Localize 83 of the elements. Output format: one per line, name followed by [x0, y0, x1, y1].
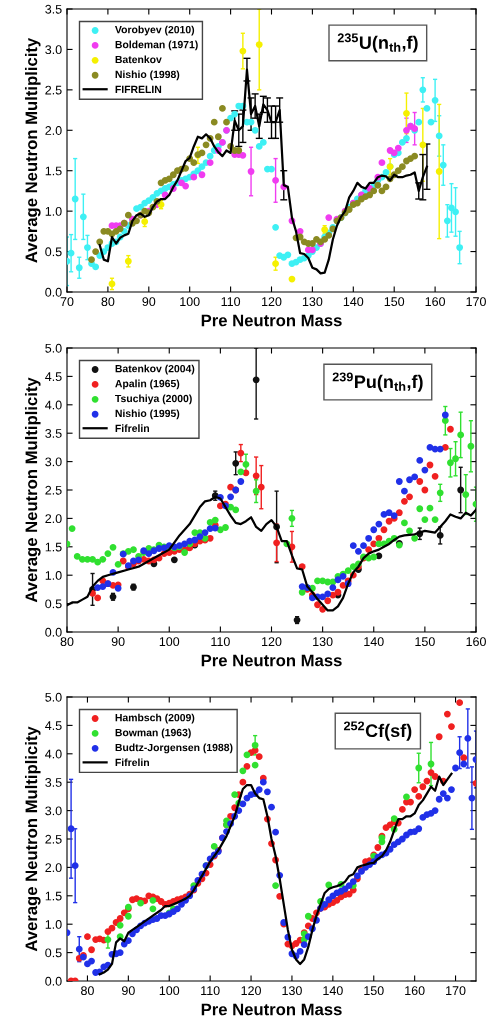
x-tick-label: 120 — [262, 297, 282, 307]
y-tick-label: 4.5 — [45, 721, 62, 731]
legend-label: Apalin (1965) — [115, 379, 180, 390]
y-tick-label: 2.0 — [45, 126, 62, 135]
x-tick-label: 100 — [180, 297, 200, 307]
legend-label: FIFRELIN — [115, 85, 162, 93]
x-tick-label: 140 — [364, 637, 384, 647]
x-axis-title: Pre Neutron Mass — [201, 314, 342, 327]
x-tick-label: 80 — [60, 637, 74, 647]
text: $^{252}$Cf(sf) — [343, 721, 412, 741]
text: $^{239}$Pu(n$_{th}$,f) — [332, 372, 423, 392]
x-tick-label: 110 — [211, 637, 230, 647]
y-tick-label: 0.0 — [45, 976, 62, 986]
x-tick-label: 160 — [466, 637, 486, 647]
x-tick-label: 130 — [313, 637, 333, 647]
y-tick-label: 5.0 — [45, 692, 62, 702]
y-tick-label: 4.5 — [45, 372, 62, 382]
y-tick-label: 0.5 — [45, 599, 62, 609]
x-tick-label: 140 — [343, 297, 364, 307]
y-axis-title: Average Neutron Multiplicity — [24, 37, 41, 263]
y-tick-label: 2.0 — [45, 514, 62, 524]
x-tick-label: 170 — [466, 297, 486, 307]
x-tick-label: 130 — [282, 986, 302, 996]
y-tick-label: 3.5 — [45, 4, 62, 14]
x-tick-label: 90 — [111, 637, 125, 647]
x-tick-label: 140 — [323, 986, 343, 996]
legend-label: Batenkov (2004) — [115, 364, 195, 375]
x-tick-label: 70 — [60, 297, 74, 307]
y-tick-label: 2.0 — [45, 863, 62, 873]
y-tick-label: 2.5 — [45, 85, 62, 95]
x-tick-label: 80 — [101, 297, 115, 307]
y-axis-title: Average Neutron Multiplicity — [24, 726, 41, 952]
y-tick-label: 2.5 — [45, 485, 62, 495]
y-tick-label: 1.5 — [45, 166, 62, 176]
x-tick-label: 90 — [121, 986, 135, 996]
x-tick-label: 160 — [425, 297, 446, 307]
x-tick-label: 150 — [364, 986, 384, 996]
legend-label: Fifrelin — [115, 424, 149, 432]
y-tick-label: 1.0 — [45, 206, 62, 216]
x-tick-label: 170 — [446, 986, 466, 996]
y-tick-label: 3.0 — [45, 45, 62, 55]
y-tick-label: 1.5 — [45, 891, 62, 901]
x-tick-label: 80 — [81, 986, 94, 996]
y-tick-label: 0.0 — [45, 287, 62, 297]
y-tick-label: 0.0 — [45, 627, 62, 637]
legend-label: Tsuchiya (2000) — [115, 394, 192, 405]
y-tick-label: 1.0 — [45, 571, 62, 580]
x-tick-label: 160 — [405, 986, 425, 996]
legend-label: Budtz-Jorgensen (1988) — [115, 743, 233, 754]
y-tick-label: 0.5 — [45, 247, 62, 257]
y-tick-label: 3.5 — [45, 429, 62, 438]
y-tick-label: 4.0 — [45, 400, 62, 410]
x-tick-label: 150 — [384, 297, 405, 307]
legend-label: Nishio (1995) — [115, 409, 180, 420]
legend-label: Vorobyev (2010) — [114, 25, 195, 36]
y-axis-title: Average Neutron Multiplicity — [24, 377, 41, 603]
y-tick-label: 3.0 — [45, 806, 62, 816]
x-tick-label: 110 — [221, 297, 241, 307]
y-tick-label: 2.5 — [45, 834, 62, 844]
text: $^{235}$U(n$_{th}$,f) — [337, 33, 418, 53]
y-tick-label: 1.0 — [45, 920, 62, 929]
legend-label: Batenkov — [115, 55, 162, 64]
x-tick-label: 100 — [159, 986, 180, 996]
x-tick-label: 100 — [159, 637, 180, 647]
legend-label: Nishio (1998) — [115, 70, 180, 81]
x-tick-label: 120 — [241, 986, 261, 996]
legend-label: Bowman (1963) — [115, 728, 191, 739]
x-tick-label: 150 — [415, 637, 435, 647]
y-tick-label: 0.5 — [45, 948, 62, 958]
x-axis-title: Pre Neutron Mass — [201, 1003, 342, 1016]
y-tick-label: 1.5 — [45, 542, 62, 552]
x-tick-label: 130 — [302, 297, 323, 307]
y-tick-label: 3.5 — [45, 778, 62, 787]
legend-label: Hambsch (2009) — [115, 713, 195, 724]
x-axis-title: Pre Neutron Mass — [201, 654, 342, 667]
y-tick-label: 5.0 — [45, 343, 62, 353]
x-tick-label: 110 — [201, 986, 220, 996]
legend-label: Boldeman (1971) — [115, 40, 198, 51]
legend-label: Fifrelin — [115, 758, 149, 767]
y-tick-label: 4.0 — [45, 749, 62, 759]
x-tick-label: 120 — [262, 637, 282, 647]
x-tick-label: 90 — [142, 297, 156, 307]
y-tick-label: 3.0 — [45, 457, 62, 467]
